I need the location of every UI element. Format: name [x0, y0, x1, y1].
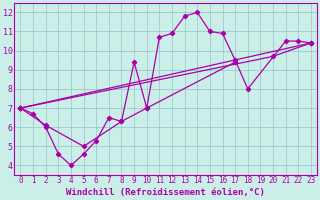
X-axis label: Windchill (Refroidissement éolien,°C): Windchill (Refroidissement éolien,°C)	[66, 188, 265, 197]
